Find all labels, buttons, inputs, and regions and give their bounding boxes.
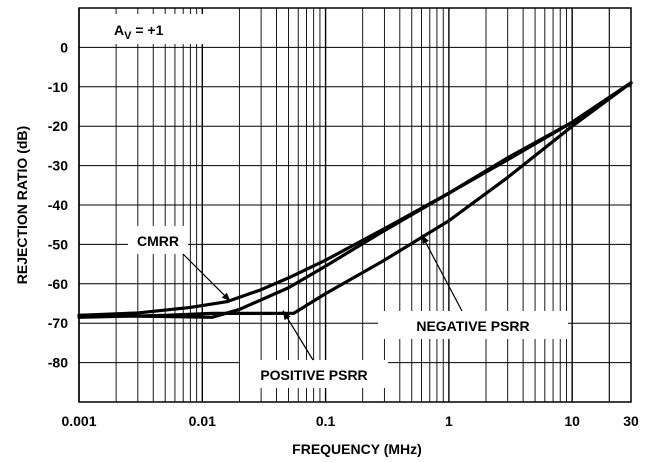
y-tick-label: -20 [48,118,68,134]
y-tick-labels: 0 -10 -20 -30 -40 -50 -60 -70 -80 [48,39,68,370]
annotation-box [378,311,568,339]
annotation-arrowhead [282,310,291,321]
x-axis-title: FREQUENCY (MHz) [292,441,422,457]
annotation-box [240,360,388,388]
series-line [77,81,633,319]
x-tick-label: 0.1 [316,413,336,429]
annotation-label: NEGATIVE PSRR [416,318,529,334]
y-tick-label: -10 [48,79,68,95]
x-tick-label: 30 [623,413,639,429]
annotation-arrow [282,310,314,361]
annotation-box [128,226,188,254]
gain-label-subscript: V [124,30,132,42]
y-axis-title: REJECTION RATIO (dB) [14,126,30,284]
x-tick-label: 0.01 [189,413,216,429]
annotation-label: CMRR [137,233,179,249]
y-tick-label: -70 [48,315,68,331]
annotation-arrowhead [221,292,231,302]
y-tick-label: 0 [60,39,68,55]
gain-label: AV = +1 [114,22,164,42]
annotation-arrow [182,253,232,302]
x-tick-label: 1 [445,413,453,429]
series-line [77,81,633,317]
annotation-arrow [420,234,463,312]
x-tick-label: 0.001 [61,413,96,429]
y-tick-label: -50 [48,236,68,252]
x-tick-labels: 0.001 0.01 0.1 1 10 30 [61,413,639,429]
series-lines [77,81,633,319]
plot-frame [78,7,632,403]
annotation-arrowhead [421,234,429,245]
y-tick-label: -40 [48,197,68,213]
y-tick-label: -30 [48,158,68,174]
gain-label-group: AV = +1 [104,14,203,44]
y-tick-label: -80 [48,355,68,371]
annotation-label: POSITIVE PSRR [260,367,367,383]
x-tick-label: 10 [564,413,580,429]
grid [78,7,632,403]
y-tick-label: -60 [48,276,68,292]
series-line [77,81,633,319]
gain-label-rest: = +1 [131,22,163,38]
annotations: CMRR POSITIVE PSRR NEGATIVE PSRR [128,226,568,388]
gain-label-main: A [114,22,124,38]
